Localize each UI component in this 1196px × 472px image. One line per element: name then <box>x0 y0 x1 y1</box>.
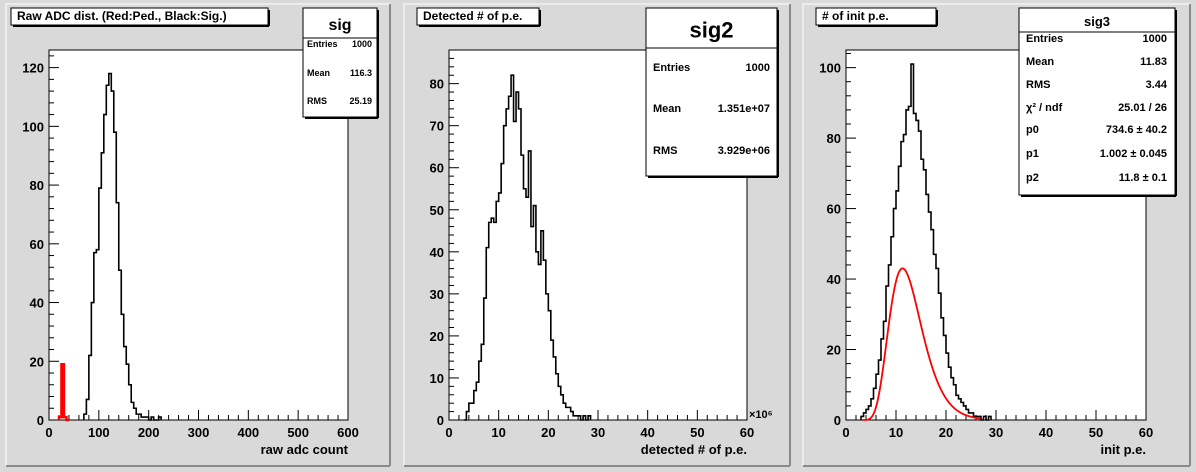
panel-raw-adc: 0 100 200 300 400 500 600 0 20 40 60 80 100 120 raw ad… <box>5 3 391 467</box>
stats-name: sig <box>328 17 351 34</box>
x-tick-label: 10 <box>491 425 505 440</box>
fit-curve <box>862 267 981 421</box>
y-tick-label: 50 <box>430 203 444 218</box>
stats-row-value: 25.01 / 26 <box>1118 102 1167 114</box>
stats-row-value: 116.3 <box>350 68 372 78</box>
y-tick-label: 20 <box>827 343 841 358</box>
stats-row-label: Mean <box>653 103 681 115</box>
y-tick-label: 20 <box>430 329 444 344</box>
signal-histogram <box>860 63 992 421</box>
x-tick-label: 50 <box>690 425 704 440</box>
y-tick-label: 120 <box>22 61 44 76</box>
stats-row-label: RMS <box>307 96 327 106</box>
stats-box <box>1018 7 1176 196</box>
stats-row-value: 11.83 <box>1140 56 1167 68</box>
stats-row-value: 1.002 ± 0.045 <box>1100 148 1167 160</box>
stats-row-label: p2 <box>1026 172 1039 184</box>
x-tick-label: 0 <box>45 425 52 440</box>
panel-detected-pe: 0 10 20 30 40 50 60 0 10 20 30 40 50 60 70 80 detected #… <box>403 3 791 467</box>
stats-row-value: 3.44 <box>1146 79 1168 91</box>
y-tick-label: 30 <box>430 287 444 302</box>
stats-row-label: Mean <box>1026 56 1054 68</box>
stats-name: sig2 <box>689 18 733 43</box>
stats-row-label: Entries <box>653 62 690 74</box>
x-tick-label: 500 <box>287 425 309 440</box>
x-tick-label: 40 <box>640 425 654 440</box>
stats-row-value: 25.19 <box>349 96 372 106</box>
x-tick-label: 50 <box>1089 425 1103 440</box>
stats-row-label: Mean <box>307 68 330 78</box>
stats-box <box>645 7 778 177</box>
y-tick-label: 0 <box>37 413 44 428</box>
stats-row-label: χ² / ndf <box>1026 102 1063 114</box>
y-tick-label: 10 <box>430 371 444 386</box>
signal-histogram <box>463 74 592 421</box>
x-tick-label: 60 <box>1139 425 1153 440</box>
chart-title: # of init p.e. <box>822 9 889 23</box>
x-tick-label: 200 <box>138 425 160 440</box>
x-tick-label: 60 <box>740 425 754 440</box>
x-tick-label: 20 <box>541 425 555 440</box>
y-tick-label: 100 <box>819 61 841 76</box>
stats-row-value: 1.351e+07 <box>718 103 770 115</box>
stats-row-label: p0 <box>1026 124 1039 136</box>
stats-row-label: Entries <box>1026 33 1063 45</box>
stats-row-value: 3.929e+06 <box>718 145 770 157</box>
stats-row-value: 1000 <box>352 39 372 49</box>
y-tick-label: 40 <box>827 272 841 287</box>
x-tick-label: 40 <box>1039 425 1053 440</box>
pedestal-histogram <box>57 362 69 422</box>
x-tick-label: 600 <box>337 425 359 440</box>
stats-row-label: Entries <box>307 39 338 49</box>
x-tick-label: 30 <box>989 425 1003 440</box>
y-tick-label: 80 <box>430 77 444 92</box>
stats-box <box>302 7 378 118</box>
chart-title: Detected # of p.e. <box>423 9 522 23</box>
stats-row-label: p1 <box>1026 148 1039 160</box>
y-tick-label: 40 <box>30 296 44 311</box>
x-tick-label: 30 <box>591 425 605 440</box>
x-axis-label: init p.e. <box>1101 442 1147 457</box>
x-tick-label: 300 <box>188 425 210 440</box>
y-tick-label: 80 <box>30 178 44 193</box>
y-tick-label: 70 <box>430 119 444 134</box>
y-tick-label: 40 <box>430 245 444 260</box>
x-tick-label: 400 <box>237 425 259 440</box>
y-tick-label: 60 <box>430 161 444 176</box>
x-axis-label: detected # of p.e. <box>641 442 747 457</box>
y-tick-label: 100 <box>22 119 44 134</box>
y-tick-label: 80 <box>827 131 841 146</box>
stats-row-label: RMS <box>653 145 677 157</box>
y-tick-label: 60 <box>827 202 841 217</box>
x-tick-label: 0 <box>445 425 452 440</box>
stats-row-value: 1000 <box>1143 33 1167 45</box>
chart-title: Raw ADC dist. (Red:Ped., Black:Sig.) <box>17 9 227 23</box>
x-tick-label: 20 <box>939 425 953 440</box>
signal-histogram <box>83 72 162 421</box>
stats-row-value: 734.6 ± 40.2 <box>1106 124 1167 136</box>
stats-row-value: 11.8 ± 0.1 <box>1119 172 1167 184</box>
y-tick-label: 0 <box>834 413 841 428</box>
x-tick-label: 0 <box>842 425 849 440</box>
stats-row-label: RMS <box>1026 79 1050 91</box>
x-axis-label: raw adc count <box>261 442 349 457</box>
y-tick-label: 0 <box>437 413 444 428</box>
x-axis-multiplier: ×10⁶ <box>749 409 773 421</box>
stats-row-value: 1000 <box>746 62 770 74</box>
x-tick-label: 100 <box>88 425 110 440</box>
panel-init-pe: 0 10 20 30 40 50 60 0 20 40 60 80 100 init p.e. # of i… <box>802 3 1191 467</box>
stats-name: sig3 <box>1084 14 1110 29</box>
y-tick-label: 60 <box>30 237 44 252</box>
y-tick-label: 20 <box>30 354 44 369</box>
x-tick-label: 10 <box>889 425 903 440</box>
